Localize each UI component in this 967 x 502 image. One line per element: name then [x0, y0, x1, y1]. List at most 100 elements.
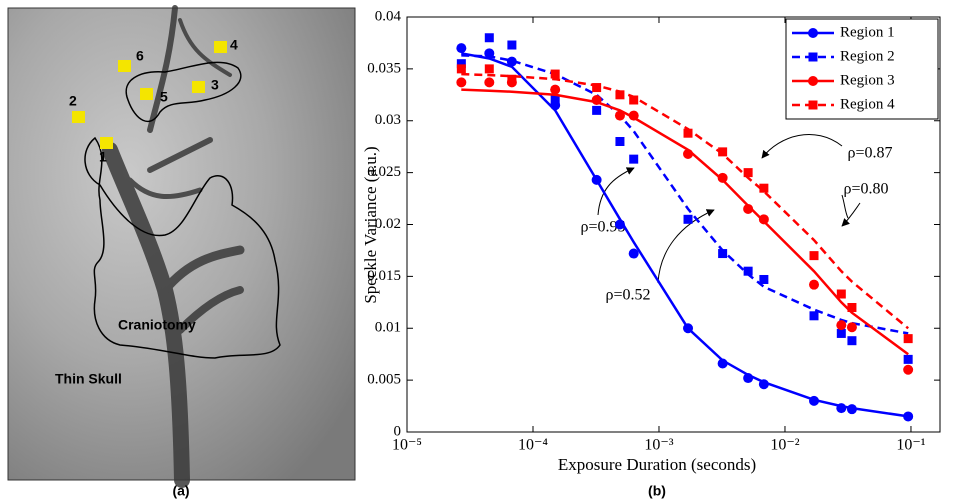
data-point	[903, 354, 913, 364]
region-label: 5	[160, 89, 168, 105]
data-point	[759, 183, 769, 193]
data-point	[484, 64, 494, 74]
annotation: ρ=0.87	[847, 145, 892, 162]
data-point	[628, 110, 639, 121]
data-point	[592, 105, 602, 115]
region-outlines	[84, 61, 281, 359]
data-point	[758, 379, 769, 390]
caption: (b)	[648, 483, 666, 499]
legend-marker	[808, 52, 818, 62]
data-point	[614, 219, 625, 230]
data-point	[629, 154, 639, 164]
y-tick-label: 0.01	[375, 320, 401, 336]
data-point	[629, 95, 639, 105]
region-marker	[118, 60, 131, 72]
data-point	[683, 214, 693, 224]
data-point	[903, 334, 913, 344]
image-panel: 1 2 3 4 5 6 Craniotomy Thin Skull (a)	[7, 5, 356, 499]
data-point	[591, 174, 602, 185]
caption: (a)	[172, 483, 189, 499]
data-point	[847, 303, 857, 312]
chart: (b) Exposure Duration (seconds) Speckle …	[361, 8, 941, 499]
data-point	[683, 128, 693, 138]
x-tick-label: 10⁻⁵	[392, 437, 422, 454]
y-tick-label: 0.005	[367, 372, 401, 388]
y-tick-label: 0.02	[375, 216, 401, 232]
legend-marker	[808, 100, 818, 110]
y-tick-label: 0.03	[375, 112, 401, 128]
data-point	[717, 172, 728, 183]
data-point	[809, 395, 820, 406]
data-point	[809, 279, 820, 290]
data-point	[836, 320, 847, 331]
x-tick-label: 10⁻³	[644, 437, 673, 454]
annotation-arrows	[597, 134, 861, 284]
annotation: ρ=0.52	[605, 287, 650, 304]
data-point	[903, 411, 914, 422]
region-marker	[72, 111, 85, 123]
legend-marker	[808, 76, 818, 86]
data-point	[836, 403, 847, 414]
region-label: 1	[99, 149, 107, 165]
legend-label: Region 4	[840, 96, 895, 112]
data-point	[743, 203, 754, 214]
data-point	[718, 249, 728, 259]
vessels	[102, 5, 245, 488]
data-point	[614, 110, 625, 121]
data-point	[809, 251, 819, 261]
region-label: 3	[211, 77, 219, 93]
data-point	[550, 95, 560, 105]
y-axis-label: Speckle Variance (a.u.)	[361, 146, 380, 303]
annotation: Thin Skull	[55, 371, 122, 387]
legend-marker	[808, 28, 818, 38]
data-point	[615, 90, 625, 100]
y-tick-label: 0	[394, 423, 402, 439]
data-point	[507, 40, 517, 50]
x-axis-label: Exposure Duration (seconds)	[558, 455, 756, 474]
legend-label: Region 1	[840, 24, 895, 40]
region-marker	[214, 41, 227, 53]
y-tick-label: 0.015	[367, 268, 401, 284]
annotation: ρ=0.95	[580, 219, 625, 236]
data-point	[717, 358, 728, 369]
data-point	[506, 56, 517, 67]
data-point	[846, 404, 857, 415]
annotation: Craniotomy	[118, 317, 196, 333]
data-point	[456, 77, 467, 88]
data-point	[628, 248, 639, 259]
x-tick-label: 10⁻²	[770, 437, 799, 454]
data-point	[683, 323, 694, 334]
data-point	[456, 59, 466, 69]
data-point	[809, 311, 819, 321]
data-point	[507, 74, 517, 84]
data-point	[484, 33, 494, 43]
y-tick-label: 0.035	[367, 60, 401, 76]
y-tick-label: 0.04	[375, 8, 402, 24]
annotation: ρ=0.80	[843, 181, 888, 198]
data-point	[847, 336, 857, 346]
data-point	[683, 148, 694, 159]
data-point	[456, 43, 467, 54]
y-tick-label: 0.025	[367, 164, 401, 180]
data-point	[484, 77, 495, 88]
region-label: 2	[69, 93, 77, 109]
region-markers	[72, 41, 227, 149]
x-tick-label: 10⁻⁴	[518, 437, 548, 454]
data-point	[718, 147, 728, 157]
region-marker	[140, 88, 153, 100]
x-tick-label: 10⁻¹	[896, 437, 925, 454]
fit-line	[461, 54, 909, 335]
data-point	[591, 95, 602, 105]
data-point	[759, 274, 769, 284]
data-point	[846, 322, 857, 333]
region-marker	[100, 137, 113, 149]
data-point	[615, 137, 625, 146]
data-point	[550, 69, 560, 79]
data-point	[836, 289, 846, 299]
data-point	[456, 64, 466, 74]
region-marker	[192, 81, 205, 93]
data-point	[592, 83, 602, 93]
data-point	[758, 214, 769, 225]
